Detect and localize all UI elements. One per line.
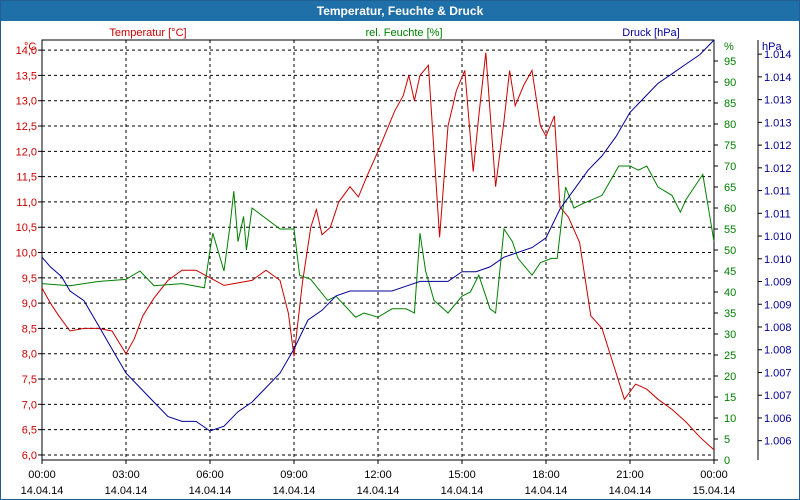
pressure-axis-label: Druck [hPa] bbox=[622, 27, 679, 39]
temperature-tick-label: 11,0 bbox=[16, 197, 37, 209]
humidity-tick-label: 10 bbox=[724, 413, 736, 425]
temperature-unit-label: °C bbox=[24, 41, 36, 53]
temperature-tick-label: 13,0 bbox=[16, 96, 37, 108]
humidity-tick-label: 5 bbox=[724, 434, 730, 446]
humidity-tick-label: 85 bbox=[724, 98, 736, 110]
temperature-tick-label: 14,0 bbox=[16, 45, 37, 57]
window-title: Temperatur, Feuchte & Druck bbox=[1, 1, 799, 21]
humidity-tick-label: 0 bbox=[724, 455, 730, 467]
x-tick-label-date: 15.04.14 bbox=[693, 485, 736, 497]
humidity-tick-label: 45 bbox=[724, 266, 736, 278]
pressure-tick-label: 1.008 bbox=[764, 322, 792, 334]
pressure-tick-label: 1.010 bbox=[764, 254, 792, 266]
pressure-tick-label: 1.014 bbox=[764, 72, 792, 84]
x-tick-label-time: 15:00 bbox=[448, 469, 476, 481]
temperature-tick-label: 10,0 bbox=[16, 248, 37, 260]
humidity-axis-label: rel. Feuchte [%] bbox=[365, 27, 442, 39]
temperature-tick-label: 12,0 bbox=[16, 146, 37, 158]
pressure-tick-label: 1.006 bbox=[764, 436, 792, 448]
temperature-tick-label: 7,0 bbox=[22, 399, 37, 411]
pressure-tick-label: 1.008 bbox=[764, 345, 792, 357]
x-tick-label-time: 00:00 bbox=[700, 469, 728, 481]
temperature-tick-label: 10,5 bbox=[16, 222, 37, 234]
x-tick-label-time: 12:00 bbox=[364, 469, 392, 481]
temperature-tick-label: 7,5 bbox=[22, 374, 37, 386]
pressure-tick-label: 1.012 bbox=[764, 163, 792, 175]
humidity-tick-label: 25 bbox=[724, 350, 736, 362]
x-tick-label-time: 21:00 bbox=[616, 469, 644, 481]
humidity-tick-label: 40 bbox=[724, 287, 736, 299]
humidity-tick-label: 75 bbox=[724, 140, 736, 152]
x-tick-label-date: 14.04.14 bbox=[441, 485, 484, 497]
pressure-tick-label: 1.006 bbox=[764, 413, 792, 425]
humidity-tick-label: 95 bbox=[724, 56, 736, 68]
x-tick-label-date: 14.04.14 bbox=[357, 485, 400, 497]
temperature-axis-label: Temperatur [°C] bbox=[109, 27, 186, 39]
humidity-unit-label: % bbox=[724, 41, 734, 53]
pressure-tick-label: 1.011 bbox=[764, 208, 791, 220]
pressure-tick-label: 1.007 bbox=[764, 390, 792, 402]
pressure-tick-label: 1.013 bbox=[764, 117, 792, 129]
pressure-tick-label: 1.014 bbox=[764, 49, 792, 61]
humidity-tick-label: 35 bbox=[724, 308, 736, 320]
temperature-tick-label: 8,5 bbox=[22, 323, 37, 335]
pressure-tick-label: 1.009 bbox=[764, 299, 792, 311]
humidity-tick-label: 80 bbox=[724, 119, 736, 131]
x-tick-label-date: 14.04.14 bbox=[21, 485, 64, 497]
x-tick-label-date: 14.04.14 bbox=[609, 485, 652, 497]
humidity-tick-label: 55 bbox=[724, 224, 736, 236]
temperature-tick-label: 6,0 bbox=[22, 450, 37, 462]
pressure-unit-label: hPa bbox=[762, 41, 782, 53]
temperature-tick-label: 9,5 bbox=[22, 273, 37, 285]
pressure-series-line bbox=[41, 39, 715, 432]
humidity-series-line bbox=[41, 165, 715, 318]
pressure-tick-label: 1.010 bbox=[764, 231, 792, 243]
x-tick-label-time: 09:00 bbox=[280, 469, 308, 481]
humidity-tick-label: 65 bbox=[724, 182, 736, 194]
temperature-series-line bbox=[41, 52, 715, 451]
x-tick-label-date: 14.04.14 bbox=[189, 485, 232, 497]
humidity-tick-label: 70 bbox=[724, 161, 736, 173]
x-tick-label-time: 00:00 bbox=[28, 469, 56, 481]
temperature-tick-label: 13,5 bbox=[16, 70, 37, 82]
x-tick-label-date: 14.04.14 bbox=[105, 485, 148, 497]
humidity-tick-label: 60 bbox=[724, 203, 736, 215]
temperature-tick-label: 9,0 bbox=[22, 298, 37, 310]
temperature-tick-label: 8,0 bbox=[22, 349, 37, 361]
x-tick-label-date: 14.04.14 bbox=[273, 485, 316, 497]
pressure-tick-label: 1.009 bbox=[764, 277, 792, 289]
pressure-tick-label: 1.011 bbox=[764, 186, 791, 198]
humidity-tick-label: 50 bbox=[724, 245, 736, 257]
temperature-tick-label: 12,5 bbox=[16, 121, 37, 133]
pressure-tick-label: 1.012 bbox=[764, 140, 792, 152]
pressure-tick-label: 1.013 bbox=[764, 95, 792, 107]
x-tick-label-time: 06:00 bbox=[196, 469, 224, 481]
x-tick-label-date: 14.04.14 bbox=[525, 485, 568, 497]
temperature-tick-label: 11,5 bbox=[16, 172, 37, 184]
humidity-tick-label: 20 bbox=[724, 371, 736, 383]
temperature-tick-label: 6,5 bbox=[22, 425, 37, 437]
humidity-tick-label: 15 bbox=[724, 392, 736, 404]
humidity-tick-label: 30 bbox=[724, 329, 736, 341]
x-tick-label-time: 18:00 bbox=[532, 469, 560, 481]
humidity-tick-label: 90 bbox=[724, 77, 736, 89]
x-tick-label-time: 03:00 bbox=[112, 469, 140, 481]
pressure-tick-label: 1.007 bbox=[764, 367, 792, 379]
